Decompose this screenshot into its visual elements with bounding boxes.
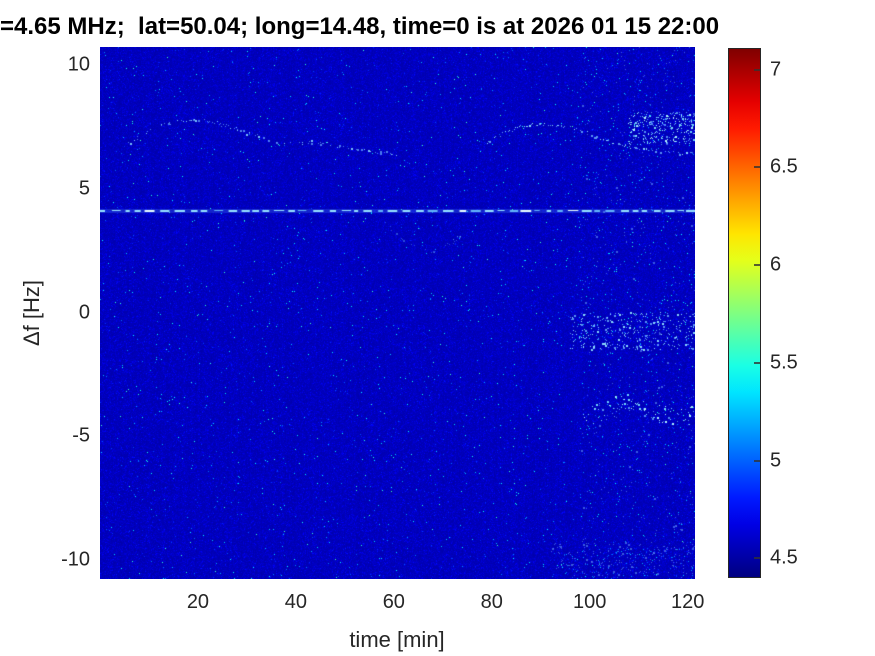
chart-title: =4.65 MHz; lat=50.04; long=14.48, time=0…	[0, 13, 720, 40]
colorbar-tick-label: 5	[770, 449, 782, 472]
spectrogram-canvas	[100, 47, 695, 579]
colorbar-tick-label: 6.5	[770, 155, 798, 178]
x-tick-label: 60	[382, 591, 405, 613]
y-tick-label: 0	[78, 301, 90, 323]
x-tick-label: 80	[480, 591, 503, 613]
colorbar-tick-mark	[754, 264, 760, 267]
colorbar-tick-mark	[754, 459, 760, 462]
colorbar-tick-label: 6	[770, 253, 782, 276]
x-axis-label: time [min]	[349, 627, 445, 652]
colorbar-tick-mark	[754, 361, 760, 364]
y-tick-label: -5	[72, 424, 90, 447]
colorbar	[728, 48, 761, 578]
colorbar-tick-label: 5.5	[770, 351, 798, 374]
x-tick-label: 20	[186, 591, 210, 613]
colorbar-tick-mark	[754, 557, 760, 560]
y-tick-label: -10	[61, 548, 90, 571]
y-tick-label: 5	[78, 177, 90, 200]
y-tick-label: 10	[67, 53, 90, 76]
x-tick-label: 100	[573, 591, 607, 613]
colorbar-tick-mark	[754, 166, 760, 169]
x-tick-label: 40	[284, 591, 307, 613]
colorbar-tick-label: 4.5	[770, 546, 798, 569]
colorbar-tick-mark	[754, 68, 760, 71]
colorbar-tick-label: 7	[770, 58, 782, 80]
x-tick-label: 120	[670, 591, 705, 613]
